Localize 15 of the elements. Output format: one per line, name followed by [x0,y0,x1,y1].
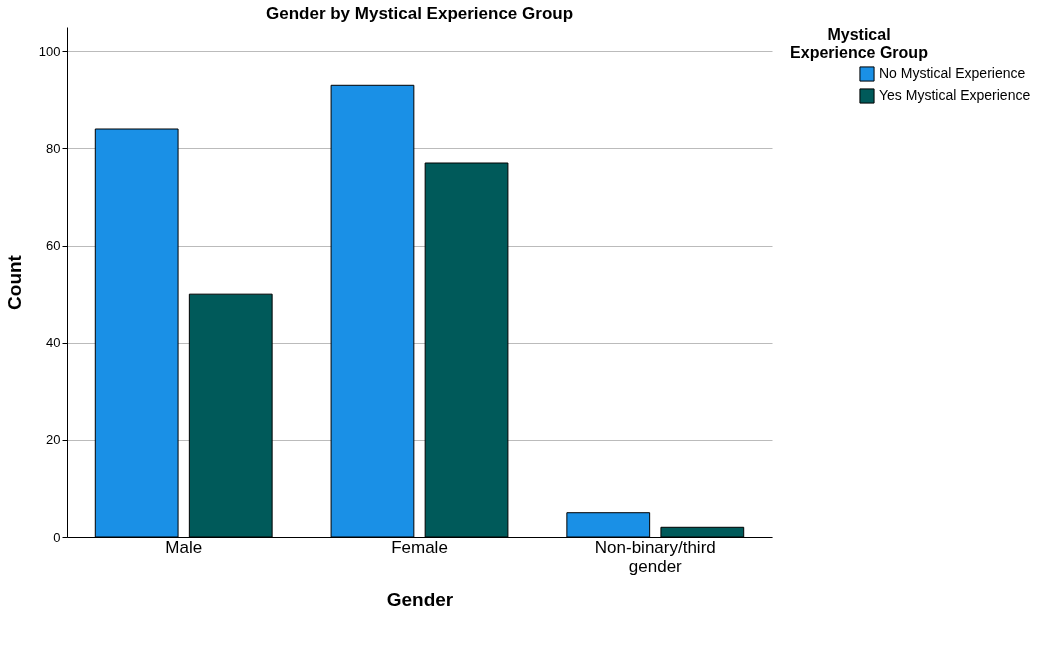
legend-label: Yes Mystical Experience [879,87,1031,103]
y-axis-title: Count [3,254,25,310]
x-axis-title: Gender [386,588,454,610]
x-tick-label: Male [165,537,203,557]
y-tick-label: 60 [46,238,61,254]
y-tick-label: 40 [46,335,61,351]
x-tick-label: Female [391,537,448,557]
y-tick-label: 20 [46,432,61,448]
y-tick-label: 0 [53,529,61,545]
chart-title: Gender by Mystical Experience Group [265,4,574,23]
legend-label: No Mystical Experience [879,65,1026,81]
y-tick-label: 80 [46,140,61,156]
x-tick-label: Non-binary/third gender [594,537,716,576]
y-tick-label: 100 [38,43,61,59]
legend-title: Mystical Experience Group [790,26,929,61]
